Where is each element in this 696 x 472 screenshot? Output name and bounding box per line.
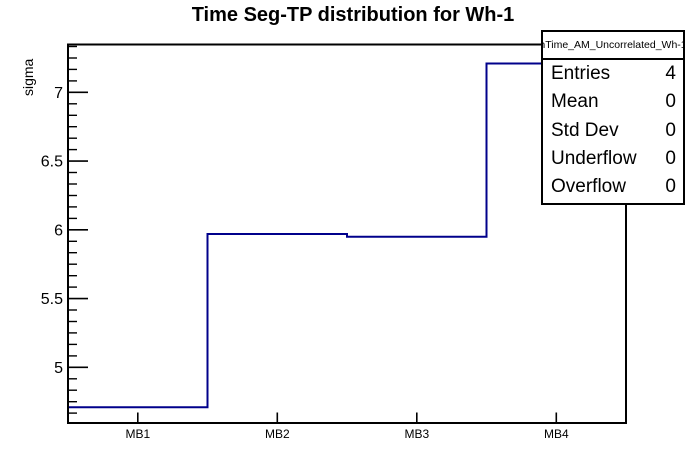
stats-box-title: hTime_AM_Uncorrelated_Wh-1 [543, 32, 683, 60]
y-tick-label: 7 [54, 85, 63, 102]
x-tick-label: MB1 [125, 427, 150, 441]
stats-row-entries: Entries 4 [543, 60, 683, 88]
x-tick-label: MB4 [544, 427, 569, 441]
stats-label: Overflow [551, 175, 626, 197]
stats-value: 0 [665, 175, 676, 197]
stats-label: Underflow [551, 147, 637, 169]
stats-value: 0 [665, 91, 676, 113]
stats-box: hTime_AM_Uncorrelated_Wh-1 Entries 4 Mea… [541, 30, 685, 205]
y-tick-label: 5 [54, 360, 63, 377]
y-tick-label: 5.5 [41, 291, 63, 308]
stats-row-overflow: Overflow 0 [543, 173, 683, 201]
chart-title: Time Seg-TP distribution for Wh-1 [191, 4, 515, 26]
x-tick-label: MB2 [265, 427, 290, 441]
stats-rows: Entries 4 Mean 0 Std Dev 0 Underflow 0 O… [543, 60, 683, 201]
stats-row-mean: Mean 0 [543, 88, 683, 116]
stats-label: Std Dev [551, 119, 619, 141]
stats-label: Mean [551, 91, 599, 113]
y-axis-title: sigma [20, 58, 36, 96]
y-tick-label: 6.5 [41, 154, 63, 171]
stats-row-stddev: Std Dev 0 [543, 116, 683, 144]
stats-value: 0 [665, 119, 676, 141]
stats-value: 4 [665, 63, 676, 85]
stats-label: Entries [551, 63, 611, 85]
x-tick-label: MB3 [404, 427, 429, 441]
plot-frame [67, 43, 627, 424]
stats-row-underflow: Underflow 0 [543, 145, 683, 173]
y-tick-label: 6 [54, 222, 63, 239]
stats-value: 0 [665, 147, 676, 169]
